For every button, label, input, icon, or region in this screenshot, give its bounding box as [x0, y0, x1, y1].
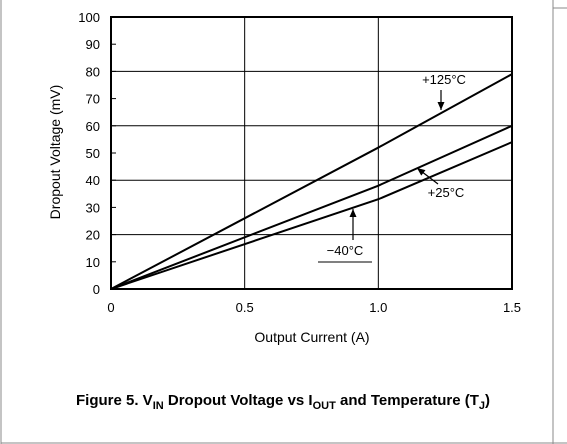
- y-tick-label: 60: [86, 119, 100, 134]
- x-axis-label: Output Current (A): [254, 329, 369, 345]
- x-tick-label: 0.5: [236, 300, 254, 315]
- y-tick-label: 20: [86, 228, 100, 243]
- series-line-1: [110, 124, 513, 290]
- x-tick-label: 0: [107, 300, 114, 315]
- caption-suffix: ): [485, 392, 490, 409]
- label-minus40c: −40°C: [327, 243, 364, 258]
- caption-mid2: and Temperature (T: [336, 392, 479, 409]
- x-tick-label: 1.0: [369, 300, 387, 315]
- caption-mid1: Dropout Voltage vs I: [164, 392, 313, 409]
- y-tick-label: 50: [86, 146, 100, 161]
- y-tick-label: 30: [86, 200, 100, 215]
- label-125c: +125°C: [422, 72, 466, 87]
- y-axis-label: Dropout Voltage (mV): [47, 85, 63, 220]
- y-tick-label: 10: [86, 255, 100, 270]
- y-tick-label: 100: [78, 10, 100, 25]
- arrow-25c-arrowhead: [417, 168, 426, 176]
- label-25c: +25°C: [428, 185, 465, 200]
- arrow-minus40c-arrowhead: [349, 209, 357, 217]
- y-tick-label: 40: [86, 173, 100, 188]
- grid-lines: [111, 17, 512, 289]
- caption-sub-in: IN: [153, 400, 164, 412]
- caption-sub-out: OUT: [313, 400, 337, 412]
- y-tick-label: 70: [86, 92, 100, 107]
- caption-sub-j: J: [479, 400, 485, 412]
- figure-caption: Figure 5. VIN Dropout Voltage vs IOUT an…: [76, 392, 490, 412]
- dropout-chart: 0 0.5 1.0 1.5 0 10 20 30 40 50 60 70 80 90 100 Output …: [47, 10, 521, 345]
- tick-labels: 0 0.5 1.0 1.5 0 10 20 30 40 50 60 70 80 90 100: [78, 10, 521, 315]
- series-line-0: [110, 73, 513, 290]
- caption-prefix: Figure 5. V: [76, 392, 153, 409]
- series-annotations: +125°C +25°C −40°C: [318, 72, 466, 263]
- y-tick-label: 0: [93, 282, 100, 297]
- series-lines: [110, 73, 513, 290]
- arrow-125c-arrowhead: [437, 102, 445, 110]
- series-line-2: [110, 141, 513, 290]
- x-tick-label: 1.5: [503, 300, 521, 315]
- y-tick-label: 90: [86, 37, 100, 52]
- y-tick-label: 80: [86, 64, 100, 79]
